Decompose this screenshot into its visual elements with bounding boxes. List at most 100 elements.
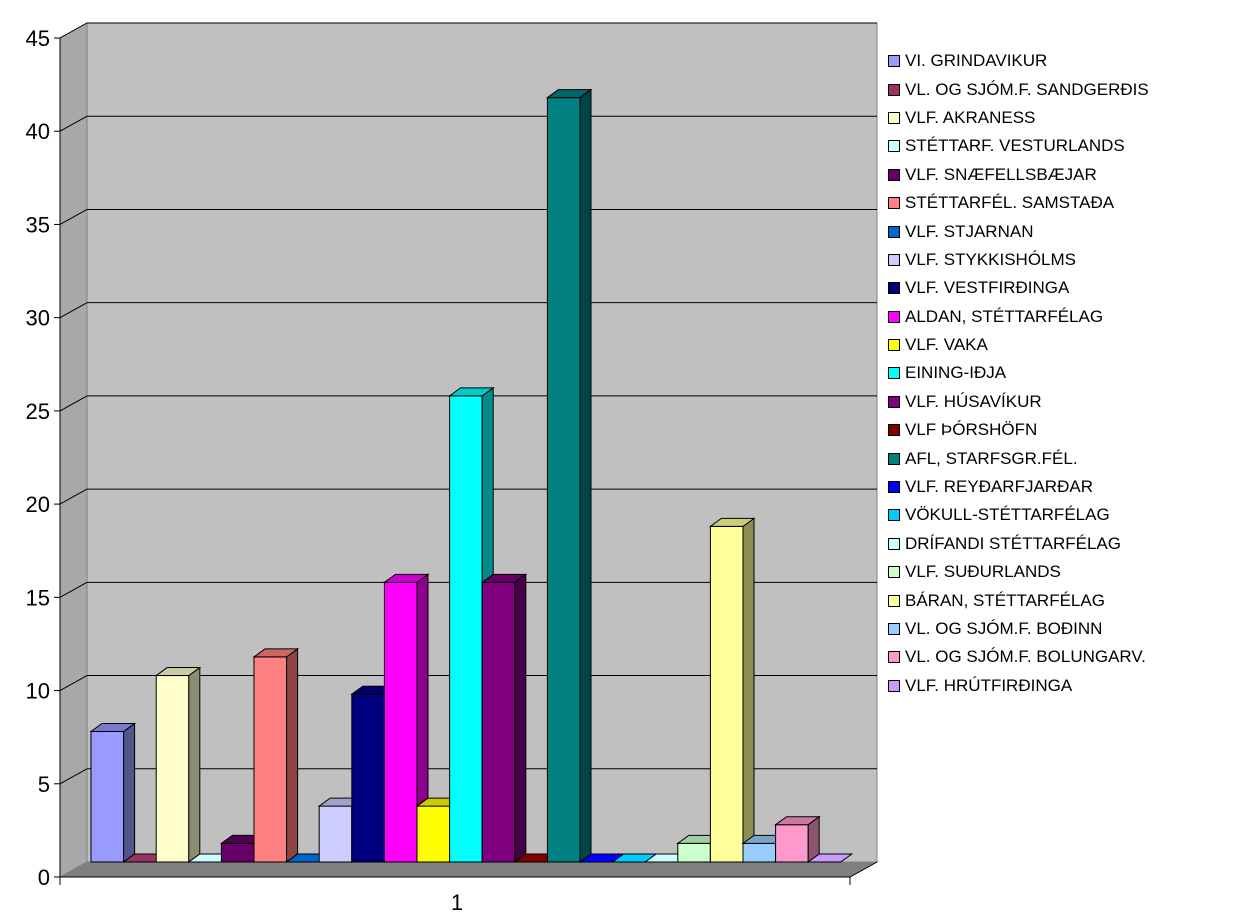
- gridline-side: [59, 209, 88, 225]
- bar-front: [449, 395, 483, 863]
- legend-label: VI. GRINDAVIKUR: [905, 51, 1048, 71]
- legend-label: VÖKULL-STÉTTARFÉLAG: [905, 505, 1110, 525]
- bar-front: [546, 97, 581, 863]
- legend-swatch: [888, 594, 900, 607]
- plot-floor: [58, 861, 879, 878]
- legend-label: VLF. VAKA: [905, 335, 988, 355]
- bar-top: [89, 722, 137, 732]
- bar-top: [708, 517, 756, 527]
- bar-front: [709, 525, 744, 863]
- legend-swatch: [888, 566, 900, 579]
- legend-swatch: [888, 140, 900, 153]
- bar-top: [382, 573, 430, 583]
- bar-front: [318, 805, 353, 863]
- legend-label: VLF. STJARNAN: [905, 221, 1034, 241]
- legend-swatch: [888, 679, 900, 692]
- legend-item: VLF. SNÆFELLSBÆJAR: [888, 161, 1228, 189]
- legend-label: VLF. SNÆFELLSBÆJAR: [905, 164, 1097, 184]
- legend-swatch: [888, 509, 900, 522]
- legend-item: EINING-IÐJA: [888, 359, 1228, 387]
- legend-label: VLF. HRÚTFIRÐINGA: [905, 675, 1073, 695]
- legend-label: VLF ÞÓRSHÖFN: [905, 420, 1038, 440]
- legend-label: DRÍFANDI STÉTTARFÉLAG: [905, 533, 1121, 553]
- bar-front: [155, 675, 190, 863]
- legend-item: VL. OG SJÓM.F. BOÐINN: [888, 615, 1228, 643]
- y-tick-label: 0: [38, 865, 50, 890]
- gridline-side: [59, 302, 88, 319]
- y-tick-label: 35: [26, 212, 50, 237]
- legend-swatch: [888, 310, 900, 323]
- gridline-side: [59, 581, 88, 598]
- bar-top: [480, 573, 528, 583]
- bar-front: [677, 842, 711, 863]
- legend-label: VLF. HÚSAVÍKUR: [905, 391, 1042, 411]
- bar-side: [579, 88, 592, 863]
- legend-label: STÉTTARFÉL. SAMSTAÐA: [905, 193, 1115, 213]
- legend-item: VLF. HÚSAVÍKUR: [888, 388, 1228, 416]
- legend-swatch: [888, 395, 900, 408]
- legend-label: VL. OG SJÓM.F. SANDGERÐIS: [905, 79, 1149, 99]
- legend-item: VLF. STYKKISHÓLMS: [888, 246, 1228, 274]
- legend-item: ALDAN, STÉTTARFÉLAG: [888, 303, 1228, 331]
- x-tick-label: 1: [451, 890, 463, 915]
- legend-swatch: [888, 651, 900, 664]
- legend-swatch: [888, 83, 900, 96]
- legend-label: VLF. AKRANESS: [905, 107, 1036, 127]
- y-tick-label: 5: [38, 772, 50, 797]
- bar-side: [123, 722, 136, 863]
- legend-swatch: [888, 55, 900, 68]
- bar-front: [383, 581, 418, 863]
- bar-front: [351, 693, 385, 863]
- legend-swatch: [888, 452, 900, 465]
- legend-label: ALDAN, STÉTTARFÉLAG: [905, 306, 1104, 326]
- legend-item: STÉTTARF. VESTURLANDS: [888, 132, 1228, 160]
- legend-swatch: [888, 197, 900, 210]
- legend-swatch: [888, 537, 900, 550]
- legend-swatch: [888, 282, 900, 295]
- legend-swatch: [888, 225, 900, 238]
- bar-front: [775, 824, 809, 863]
- y-tick-label: 25: [26, 399, 50, 424]
- bar-top: [448, 387, 495, 397]
- legend-label: VLF. VESTFIRÐINGA: [905, 278, 1070, 298]
- legend: VI. GRINDAVIKUR VL. OG SJÓM.F. SANDGERÐIS…: [888, 47, 1228, 700]
- bar-front: [90, 730, 125, 863]
- legend-item: VLF ÞÓRSHÖFN: [888, 416, 1228, 444]
- legend-swatch: [888, 111, 900, 124]
- gridline-side: [59, 22, 88, 39]
- plot-side-wall: [59, 22, 88, 878]
- legend-label: AFL, STARFSGR.FÉL.: [905, 448, 1078, 468]
- legend-item: VLF. STJARNAN: [888, 217, 1228, 245]
- y-tick-label: 10: [26, 679, 50, 704]
- bar-front: [742, 842, 777, 863]
- bar-zero: [806, 853, 854, 863]
- legend-item: VLF. VAKA: [888, 331, 1228, 359]
- bar-side: [742, 517, 755, 863]
- gridline-side: [59, 115, 88, 132]
- legend-item: VLF. AKRANESS: [888, 104, 1228, 132]
- bar-side: [188, 666, 201, 863]
- legend-item: VLF. SUÐURLANDS: [888, 558, 1228, 586]
- legend-item: DRÍFANDI STÉTTARFÉLAG: [888, 530, 1228, 558]
- legend-item: VLF. REYÐARFJARÐAR: [888, 473, 1228, 501]
- legend-item: AFL, STARFSGR.FÉL.: [888, 444, 1228, 472]
- legend-label: STÉTTARF. VESTURLANDS: [905, 136, 1125, 156]
- y-tick-label: 45: [26, 26, 50, 51]
- bar-side: [286, 647, 299, 863]
- legend-label: VL. OG SJÓM.F. BOÐINN: [905, 619, 1103, 638]
- legend-item: VL. OG SJÓM.F. BOLUNGARV.: [888, 643, 1228, 671]
- legend-item: STÉTTARFÉL. SAMSTAÐA: [888, 189, 1228, 217]
- legend-swatch: [888, 424, 900, 437]
- bar-side: [514, 573, 527, 863]
- legend-item: VI. GRINDAVIKUR: [888, 47, 1228, 75]
- legend-item: VÖKULL-STÉTTARFÉLAG: [888, 501, 1228, 529]
- x-axis-depth: [849, 861, 878, 878]
- legend-label: VLF. REYÐARFJARÐAR: [905, 477, 1093, 497]
- legend-item: VL. OG SJÓM.F. SANDGERÐIS: [888, 75, 1228, 103]
- bar-top: [545, 89, 593, 99]
- y-tick-label: 30: [26, 306, 50, 331]
- gridline-side: [59, 395, 88, 412]
- legend-swatch: [888, 253, 900, 266]
- bar-top: [774, 816, 821, 826]
